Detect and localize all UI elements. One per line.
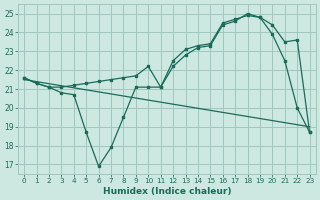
X-axis label: Humidex (Indice chaleur): Humidex (Indice chaleur) [103,187,231,196]
